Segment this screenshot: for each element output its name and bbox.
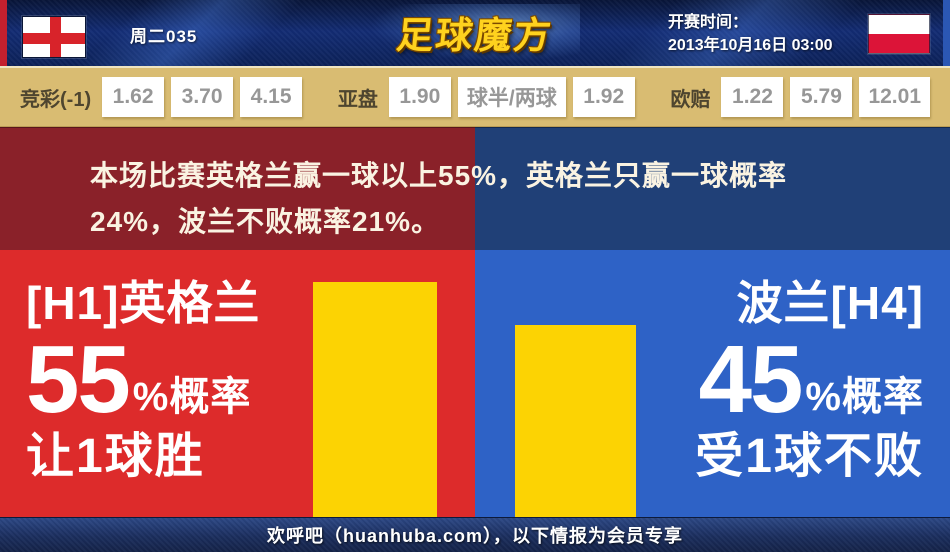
footer: 欢呼吧（huanhuba.com），以下情报为会员专享 <box>0 517 950 552</box>
away-team-title: 波兰[H4] <box>736 277 924 329</box>
home-probability-suffix: %概率 <box>132 375 252 419</box>
england-flag-icon <box>22 16 86 58</box>
yapan-handicap: 球半/两球 <box>457 77 566 117</box>
away-team-panel: 波兰[H4] 45 %概率 受1球不败 <box>475 250 950 517</box>
kickoff-time-block: 开赛时间： 2013年10月16日 03:00 <box>668 11 833 57</box>
jingcai-label: 竞彩(-1) <box>20 88 92 111</box>
summary-text: 本场比赛英格兰赢一球以上55%，英格兰只赢一球概率 24%，波兰不败概率21%。 <box>90 153 787 245</box>
yapan-home-odds: 1.90 <box>388 77 451 117</box>
home-outcome-text: 让1球胜 <box>26 430 205 483</box>
oupei-label: 欧赔 <box>670 88 711 111</box>
home-team-panel: [H1]英格兰 55 %概率 让1球胜 <box>0 250 475 517</box>
odds-bar: 竞彩(-1) 1.62 3.70 4.15 亚盘 1.90 球半/两球 1.92… <box>0 66 950 127</box>
jingcai-away-odds: 4.15 <box>240 77 303 117</box>
odds-group-jingcai: 竞彩(-1) 1.62 3.70 4.15 <box>20 77 303 117</box>
left-red-accent-stripe <box>0 0 7 66</box>
home-probability-row: 55 %概率 <box>26 326 475 433</box>
jingcai-home-odds: 1.62 <box>102 77 165 117</box>
oupei-away-odds: 12.01 <box>859 77 931 117</box>
home-team-title: [H1]英格兰 <box>26 277 261 329</box>
header: 周二035 足球魔方 开赛时间： 2013年10月16日 03:00 <box>0 0 950 66</box>
summary-banner: 本场比赛英格兰赢一球以上55%，英格兰只赢一球概率 24%，波兰不败概率21%。 <box>0 127 950 250</box>
logo-starburst-glow-icon <box>370 4 580 62</box>
home-probability-value: 55 <box>26 326 131 433</box>
home-probability-bar <box>313 282 437 517</box>
away-panel-content: 波兰[H4] 45 %概率 受1球不败 <box>475 278 950 483</box>
summary-line-2: 24%，波兰不败概率21%。 <box>90 206 441 237</box>
yapan-away-odds: 1.92 <box>572 77 635 117</box>
logo-text: 足球魔方 <box>394 14 555 56</box>
site-logo: 足球魔方 <box>365 0 585 66</box>
poland-flag-icon <box>868 14 930 54</box>
odds-group-oupei: 欧赔 1.22 5.79 12.01 <box>670 77 931 117</box>
right-blue-accent-stripe <box>943 0 950 66</box>
summary-line-1: 本场比赛英格兰赢一球以上55%，英格兰只赢一球概率 <box>90 160 788 191</box>
probability-panels: [H1]英格兰 55 %概率 让1球胜 波兰[H4] 45 %概率 受1球不败 <box>0 250 950 517</box>
away-probability-row: 45 %概率 <box>475 326 924 433</box>
away-probability-value: 45 <box>698 326 804 433</box>
away-probability-suffix: %概率 <box>805 375 924 419</box>
kickoff-time: 2013年10月16日 03:00 <box>668 37 833 54</box>
jingcai-draw-odds: 3.70 <box>171 77 234 117</box>
odds-group-yapan: 亚盘 1.90 球半/两球 1.92 <box>338 77 635 117</box>
match-code: 周二035 <box>130 27 198 46</box>
away-probability-bar <box>515 325 636 517</box>
yapan-label: 亚盘 <box>337 88 378 111</box>
away-outcome-text: 受1球不败 <box>695 430 924 483</box>
kickoff-label: 开赛时间： <box>668 14 749 31</box>
footer-text: 欢呼吧（huanhuba.com），以下情报为会员专享 <box>266 526 683 546</box>
oupei-home-odds: 1.22 <box>721 77 784 117</box>
home-panel-content: [H1]英格兰 55 %概率 让1球胜 <box>0 278 475 483</box>
oupei-draw-odds: 5.79 <box>790 77 853 117</box>
